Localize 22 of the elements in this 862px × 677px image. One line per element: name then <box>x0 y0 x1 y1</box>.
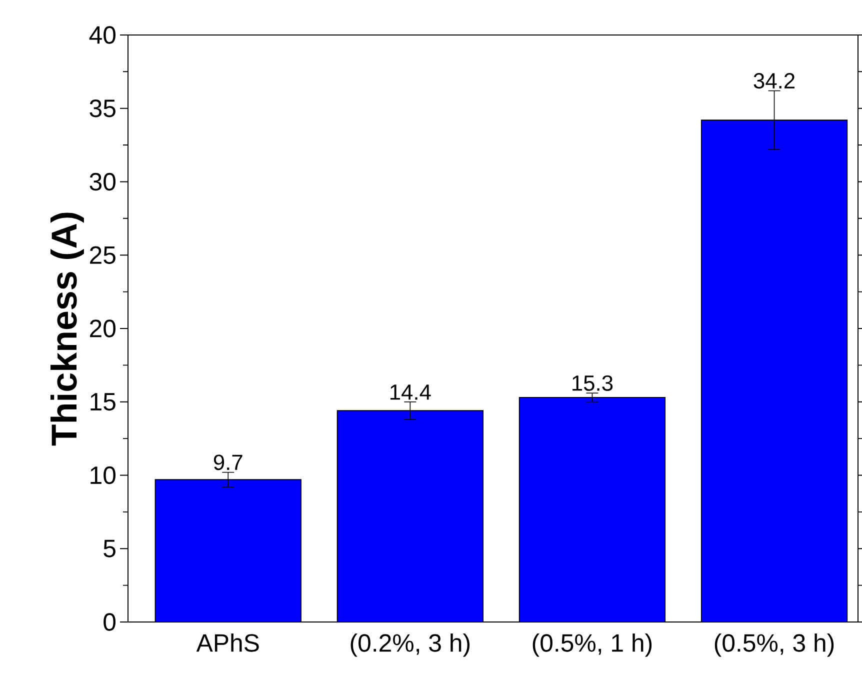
x-tick-label: (0.5%, 1 h) <box>532 634 652 657</box>
data-label: 9.7 <box>214 454 242 470</box>
y-tick-label: 40 <box>89 26 116 44</box>
y-tick-label: 25 <box>90 246 116 264</box>
bar <box>155 480 301 622</box>
bar <box>337 410 483 622</box>
bar <box>519 397 666 622</box>
y-axis-title: Thickness (A) <box>50 212 84 446</box>
y-tick-label: 10 <box>90 466 116 484</box>
x-tick-label: APhS <box>196 634 259 652</box>
x-tick-label: (0.2%, 3 h) <box>350 634 470 657</box>
data-label: 34.2 <box>754 73 794 89</box>
y-tick-label: 30 <box>90 172 116 191</box>
y-tick-label: 5 <box>104 540 116 558</box>
data-label: 14.4 <box>390 384 431 400</box>
y-tick-label: 0 <box>104 613 116 631</box>
data-label: 15.3 <box>572 375 613 391</box>
bar <box>700 120 848 622</box>
x-tick-label: (0.5%, 3 h) <box>714 634 834 657</box>
y-tick-label: 15 <box>90 393 116 411</box>
y-tick-label: 20 <box>90 320 116 338</box>
y-tick-label: 35 <box>90 100 116 118</box>
